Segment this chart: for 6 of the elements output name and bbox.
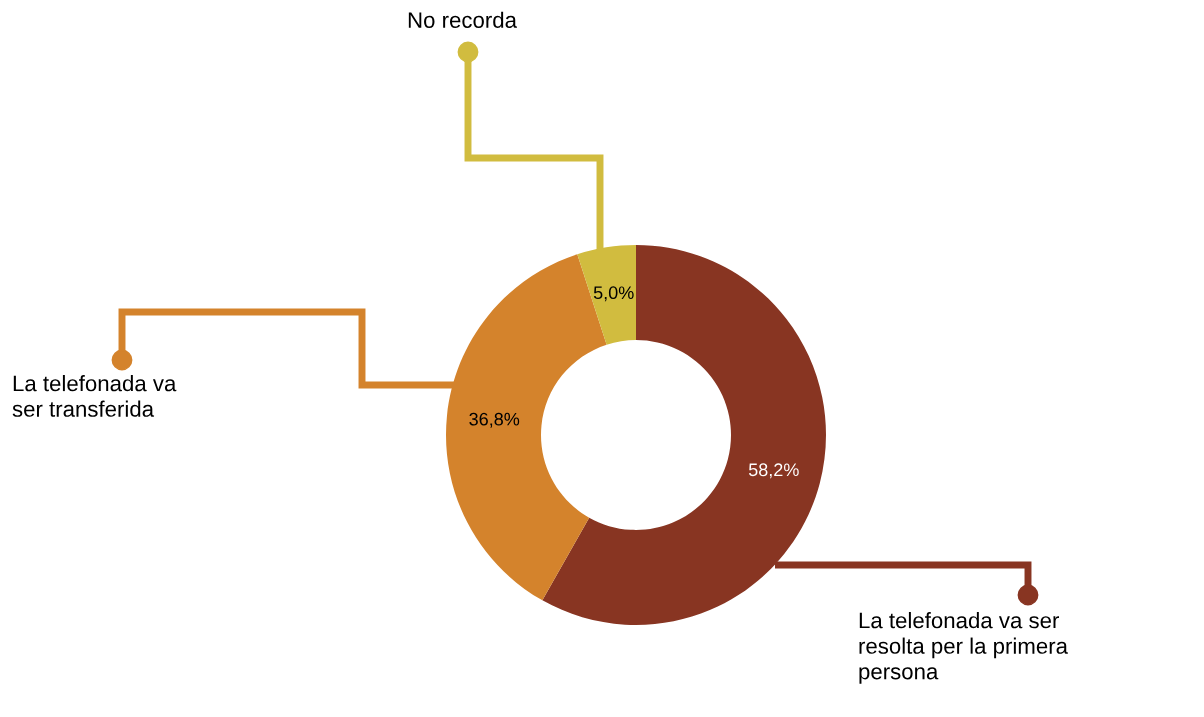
data-label: 36,8% xyxy=(469,412,520,428)
legend-label: La telefonada va ser resolta per la primera persona xyxy=(859,612,1068,684)
slice-label: No recorda xyxy=(408,11,517,28)
data-label: 58,2% xyxy=(748,463,799,479)
data-label: 5,0% xyxy=(593,286,634,302)
legend-label: La telefonada va ser transferida xyxy=(12,375,177,417)
